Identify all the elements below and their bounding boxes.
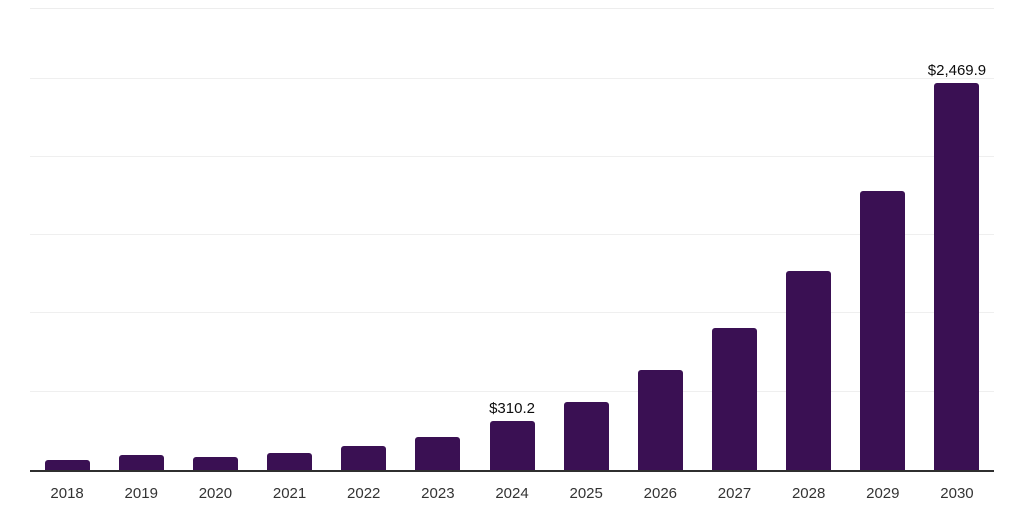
bar-slot (697, 9, 771, 470)
x-axis-label: 2028 (791, 485, 826, 502)
bar-value-label: $310.2 (489, 400, 535, 418)
bar-slot (623, 9, 697, 470)
bar (786, 270, 832, 470)
gridline (30, 155, 994, 157)
bar (44, 459, 90, 470)
bar-slot (549, 9, 623, 470)
bar (415, 436, 461, 470)
x-axis-label: 2021 (272, 485, 307, 502)
bar-slot: $2,469.9 (920, 9, 994, 470)
x-axis-label: 2018 (50, 485, 84, 502)
bar-slot: $310.2 (475, 9, 549, 470)
bar-slot (252, 9, 326, 470)
bar (637, 369, 683, 470)
x-axis-labels: 2018 2019 2020 2021 2022 2023 2024 2025 2026 2027… (30, 486, 994, 501)
bar (934, 83, 980, 470)
bar (192, 457, 238, 470)
bar-value-label: $2,469.9 (927, 62, 987, 80)
bar-slot (178, 9, 252, 470)
bar-slot (401, 9, 475, 470)
bar-slot (327, 9, 401, 470)
bar-slot (104, 9, 178, 470)
bar-slot (846, 9, 920, 470)
bar-slot (772, 9, 846, 470)
bars: $310.2 $2,469.9 (30, 9, 994, 470)
x-axis-label: 2024 (495, 485, 529, 502)
x-axis-label: 2029 (866, 485, 900, 502)
bar (118, 455, 164, 470)
bar-slot (30, 9, 104, 470)
bar (267, 452, 313, 470)
x-axis-label: 2019 (124, 485, 158, 502)
plot-area: $310.2 $2,469.9 (30, 8, 994, 472)
gridline (30, 77, 994, 79)
bar (341, 445, 387, 470)
bar (711, 327, 757, 470)
x-axis-label: 2025 (569, 485, 603, 502)
x-axis-label: 2023 (421, 485, 455, 502)
x-axis-label: 2027 (717, 485, 752, 502)
gridline (30, 312, 994, 314)
x-axis-label: 2030 (940, 485, 974, 502)
x-axis-label: 2026 (643, 485, 678, 502)
gridline (30, 234, 994, 236)
bar (563, 402, 609, 470)
x-axis-label: 2022 (347, 485, 381, 502)
bar (489, 421, 535, 470)
gridline (30, 390, 994, 392)
x-axis-label: 2020 (198, 485, 233, 502)
bar (860, 191, 906, 470)
